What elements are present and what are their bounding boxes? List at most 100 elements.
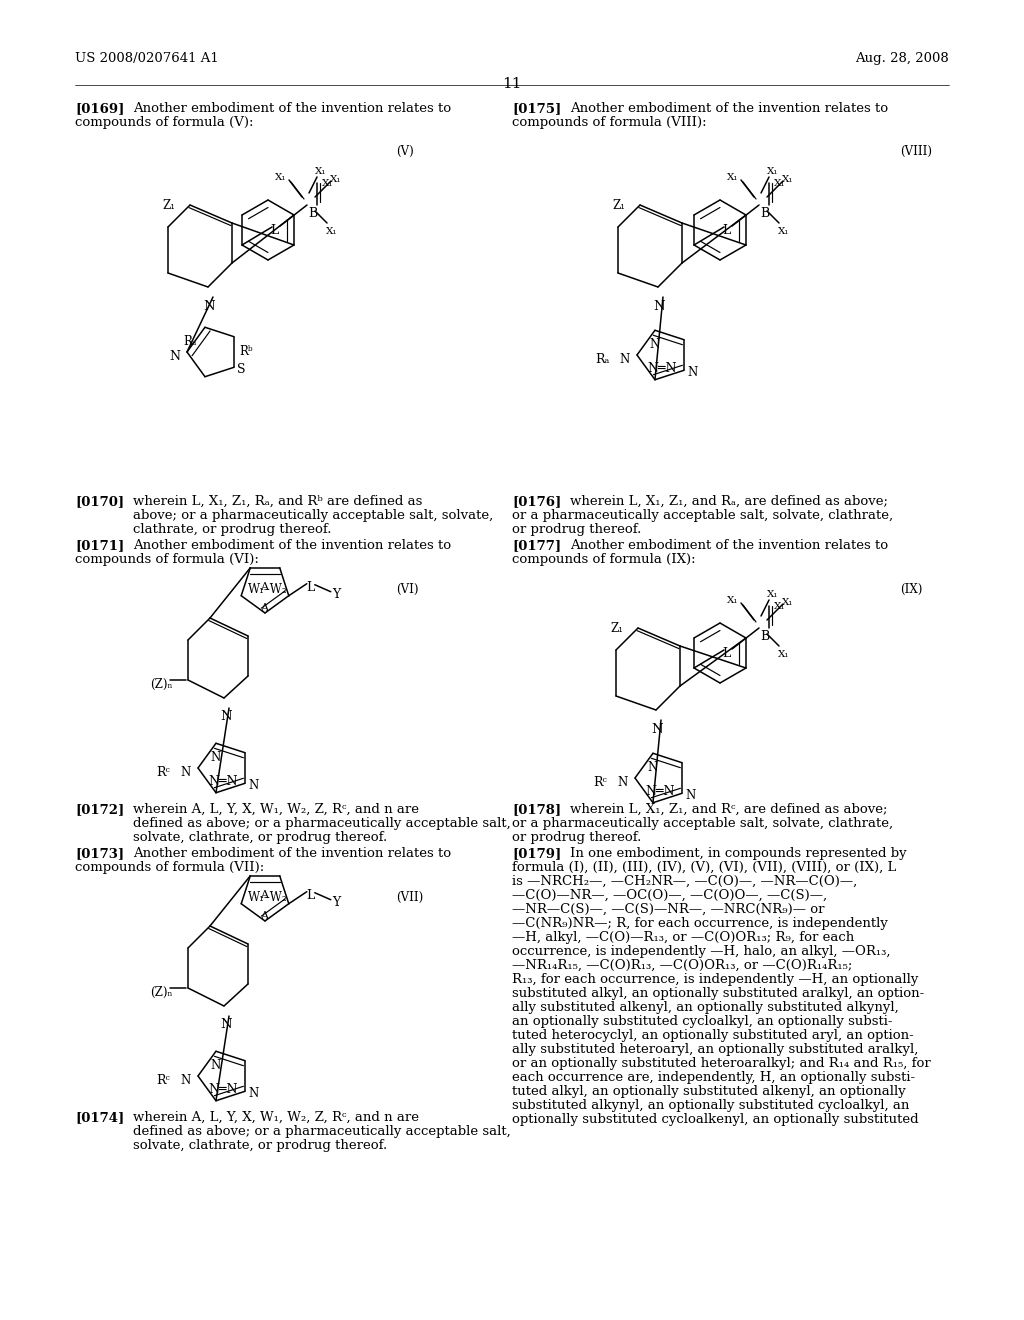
Text: (VI): (VI) <box>396 583 419 597</box>
Text: Another embodiment of the invention relates to: Another embodiment of the invention rela… <box>570 102 888 115</box>
Text: Z₁: Z₁ <box>162 199 175 213</box>
Text: or a pharmaceutically acceptable salt, solvate, clathrate,: or a pharmaceutically acceptable salt, s… <box>512 817 893 830</box>
Text: X₁: X₁ <box>767 168 778 176</box>
Text: [0179]: [0179] <box>512 847 561 861</box>
Text: solvate, clathrate, or prodrug thereof.: solvate, clathrate, or prodrug thereof. <box>133 1139 387 1152</box>
Text: is —NRCH₂—, —CH₂NR—, —C(O)—, —NR—C(O)—,: is —NRCH₂—, —CH₂NR—, —C(O)—, —NR—C(O)—, <box>512 875 857 888</box>
Text: each occurrence are, independently, H, an optionally substi-: each occurrence are, independently, H, a… <box>512 1071 915 1084</box>
Text: N: N <box>649 338 659 351</box>
Text: N: N <box>210 1059 220 1072</box>
Text: Z₁: Z₁ <box>610 622 623 635</box>
Text: B: B <box>760 630 769 643</box>
Text: (IX): (IX) <box>900 583 923 597</box>
Text: solvate, clathrate, or prodrug thereof.: solvate, clathrate, or prodrug thereof. <box>133 832 387 843</box>
Text: B: B <box>760 207 769 220</box>
Text: clathrate, or prodrug thereof.: clathrate, or prodrug thereof. <box>133 523 332 536</box>
Text: —C(O)—NR—, —OC(O)—, —C(O)O—, —C(S)—,: —C(O)—NR—, —OC(O)—, —C(O)O—, —C(S)—, <box>512 888 827 902</box>
Text: US 2008/0207641 A1: US 2008/0207641 A1 <box>75 51 219 65</box>
Text: X₁: X₁ <box>774 180 785 187</box>
Text: N: N <box>210 751 220 764</box>
Text: X₁: X₁ <box>275 173 287 182</box>
Text: L: L <box>307 581 315 594</box>
Text: —C(NR₉)NR—; R, for each occurrence, is independently: —C(NR₉)NR—; R, for each occurrence, is i… <box>512 917 888 931</box>
Text: [0169]: [0169] <box>75 102 124 115</box>
Text: Rₐ: Rₐ <box>183 335 197 348</box>
Text: N: N <box>653 300 665 313</box>
Text: X₁: X₁ <box>778 227 790 236</box>
Text: or an optionally substituted heteroaralkyl; and R₁₄ and R₁₅, for: or an optionally substituted heteroaralk… <box>512 1057 931 1071</box>
Text: Rₐ: Rₐ <box>595 352 609 366</box>
Text: [0178]: [0178] <box>512 803 561 816</box>
Text: compounds of formula (VII):: compounds of formula (VII): <box>75 861 264 874</box>
Text: [0177]: [0177] <box>512 539 561 552</box>
Text: Aug. 28, 2008: Aug. 28, 2008 <box>855 51 949 65</box>
Text: wherein L, X₁, Z₁, and Rₐ, are defined as above;: wherein L, X₁, Z₁, and Rₐ, are defined a… <box>570 495 888 508</box>
Text: wherein A, L, Y, X, W₁, W₂, Z, Rᶜ, and n are: wherein A, L, Y, X, W₁, W₂, Z, Rᶜ, and n… <box>133 1111 419 1125</box>
Text: wherein L, X₁, Z₁, Rₐ, and Rᵇ are defined as: wherein L, X₁, Z₁, Rₐ, and Rᵇ are define… <box>133 495 422 508</box>
Text: A: A <box>260 603 268 612</box>
Text: N: N <box>169 350 180 363</box>
Text: (VII): (VII) <box>396 891 423 904</box>
Text: —H, alkyl, —C(O)—R₁₃, or —C(O)OR₁₃; R₉, for each: —H, alkyl, —C(O)—R₁₃, or —C(O)OR₁₃; R₉, … <box>512 931 854 944</box>
Text: ally substituted heteroaryl, an optionally substituted aralkyl,: ally substituted heteroaryl, an optional… <box>512 1043 919 1056</box>
Text: N: N <box>687 366 697 379</box>
Text: X₁: X₁ <box>782 598 794 607</box>
Text: N: N <box>220 710 231 723</box>
Text: [0174]: [0174] <box>75 1111 124 1125</box>
Text: (Z)ₙ: (Z)ₙ <box>150 678 172 690</box>
Text: L: L <box>722 647 730 660</box>
Text: X₁: X₁ <box>767 590 778 599</box>
Text: Y: Y <box>332 896 340 908</box>
Text: X₁: X₁ <box>322 180 334 187</box>
Text: Another embodiment of the invention relates to: Another embodiment of the invention rela… <box>133 102 452 115</box>
Text: (VIII): (VIII) <box>900 145 932 158</box>
Text: N: N <box>248 779 258 792</box>
Text: N: N <box>651 723 663 737</box>
Text: 11: 11 <box>502 77 522 91</box>
Text: —NR—C(S)—, —C(S)—NR—, —NRC(NR₉)— or: —NR—C(S)—, —C(S)—NR—, —NRC(NR₉)— or <box>512 903 824 916</box>
Text: N═N: N═N <box>208 775 238 788</box>
Text: W₁–W₂: W₁–W₂ <box>248 891 288 904</box>
Text: X₁: X₁ <box>774 602 785 611</box>
Text: Y: Y <box>332 587 340 601</box>
Text: [0175]: [0175] <box>512 102 561 115</box>
Text: compounds of formula (IX):: compounds of formula (IX): <box>512 553 695 566</box>
Text: Z₁: Z₁ <box>612 199 625 213</box>
Text: A: A <box>260 911 268 921</box>
Text: compounds of formula (VI):: compounds of formula (VI): <box>75 553 259 566</box>
Text: Rᶜ: Rᶜ <box>593 776 607 789</box>
Text: compounds of formula (V):: compounds of formula (V): <box>75 116 254 129</box>
Text: X₁: X₁ <box>330 176 342 183</box>
Text: In one embodiment, in compounds represented by: In one embodiment, in compounds represen… <box>570 847 906 861</box>
Text: occurrence, is independently —H, halo, an alkyl, —OR₁₃,: occurrence, is independently —H, halo, a… <box>512 945 891 958</box>
Text: an optionally substituted cycloalkyl, an optionally substi-: an optionally substituted cycloalkyl, an… <box>512 1015 893 1028</box>
Text: X₁: X₁ <box>727 597 738 605</box>
Text: N: N <box>248 1088 258 1101</box>
Text: L: L <box>307 888 315 902</box>
Text: N: N <box>220 1018 231 1031</box>
Text: (V): (V) <box>396 145 414 158</box>
Text: W₁–W₂: W₁–W₂ <box>248 582 288 595</box>
Text: S: S <box>237 363 246 376</box>
Text: A: A <box>260 890 268 900</box>
Text: wherein L, X₁, Z₁, and Rᶜ, are defined as above;: wherein L, X₁, Z₁, and Rᶜ, are defined a… <box>570 803 888 816</box>
Text: above; or a pharmaceutically acceptable salt, solvate,: above; or a pharmaceutically acceptable … <box>133 510 494 521</box>
Text: or prodrug thereof.: or prodrug thereof. <box>512 523 641 536</box>
Text: [0171]: [0171] <box>75 539 124 552</box>
Text: N: N <box>203 300 215 313</box>
Text: N: N <box>685 789 695 803</box>
Text: ally substituted alkenyl, an optionally substituted alkynyl,: ally substituted alkenyl, an optionally … <box>512 1001 899 1014</box>
Text: B: B <box>308 207 317 220</box>
Text: or a pharmaceutically acceptable salt, solvate, clathrate,: or a pharmaceutically acceptable salt, s… <box>512 510 893 521</box>
Text: [0176]: [0176] <box>512 495 561 508</box>
Text: Rᵇ: Rᵇ <box>239 345 253 358</box>
Text: N═N: N═N <box>645 785 675 799</box>
Text: Another embodiment of the invention relates to: Another embodiment of the invention rela… <box>570 539 888 552</box>
Text: X₁: X₁ <box>778 649 790 659</box>
Text: N: N <box>180 766 190 779</box>
Text: Another embodiment of the invention relates to: Another embodiment of the invention rela… <box>133 847 452 861</box>
Text: X₁: X₁ <box>782 176 794 183</box>
Text: optionally substituted cycloalkenyl, an optionally substituted: optionally substituted cycloalkenyl, an … <box>512 1113 919 1126</box>
Text: wherein A, L, Y, X, W₁, W₂, Z, Rᶜ, and n are: wherein A, L, Y, X, W₁, W₂, Z, Rᶜ, and n… <box>133 803 419 816</box>
Text: L: L <box>722 224 730 238</box>
